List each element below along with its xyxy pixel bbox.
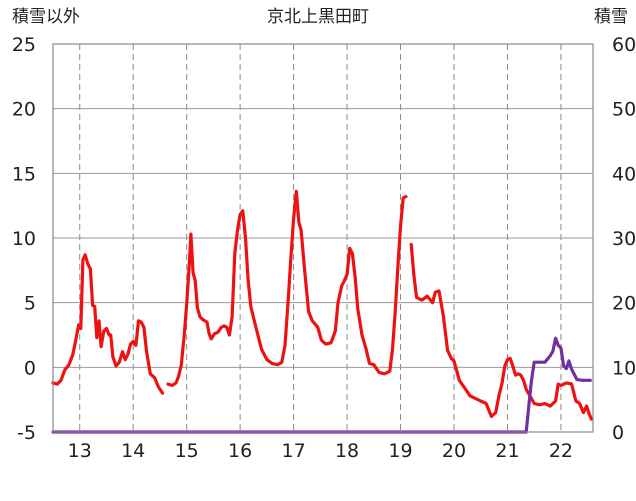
x-tick-label: 13 — [68, 440, 92, 462]
tick-labels: -5 0 5 10 15 20 25 0 10 20 30 40 50 60 13 14 15 16 17 18 19 2… — [12, 34, 636, 462]
x-tick-label: 14 — [121, 440, 145, 462]
y-tick-label-left: 25 — [12, 34, 36, 56]
y-tick-label-left: 10 — [12, 228, 36, 250]
y-tick-label-right: 30 — [612, 228, 636, 250]
right-axis-label: 積雪 — [594, 7, 628, 27]
y-tick-label-left: 5 — [24, 293, 36, 315]
y-tick-label-left: 20 — [12, 99, 36, 121]
left-axis-label: 積雪以外 — [12, 7, 80, 27]
y-tick-label-right: 60 — [612, 34, 636, 56]
x-tick-label: 17 — [282, 440, 306, 462]
y-tick-label-left: 0 — [24, 357, 36, 379]
series-line-2 — [51, 336, 592, 434]
y-tick-label-right: 20 — [612, 293, 636, 315]
y-tick-label-right: 10 — [612, 357, 636, 379]
y-tick-label-right: 40 — [612, 163, 636, 185]
y-tick-label-right: 50 — [612, 99, 636, 121]
series-line-1 — [51, 253, 165, 395]
plot-area-frame — [52, 43, 594, 433]
series-lines — [51, 189, 593, 434]
x-tick-label: 21 — [495, 440, 519, 462]
y-tick-label-left: 15 — [12, 163, 36, 185]
y-tick-label-left: -5 — [17, 422, 36, 444]
x-tick-label: 22 — [549, 440, 573, 462]
x-tick-label: 16 — [228, 440, 252, 462]
x-tick-label: 20 — [442, 440, 466, 462]
x-tick-label: 19 — [388, 440, 412, 462]
x-tick-label: 15 — [175, 440, 199, 462]
series-line-1 — [409, 242, 593, 421]
y-tick-label-right: 0 — [612, 422, 624, 444]
x-tick-label: 18 — [335, 440, 359, 462]
series-line-1 — [166, 189, 408, 387]
chart-title: 京北上黒田町 — [267, 7, 369, 27]
